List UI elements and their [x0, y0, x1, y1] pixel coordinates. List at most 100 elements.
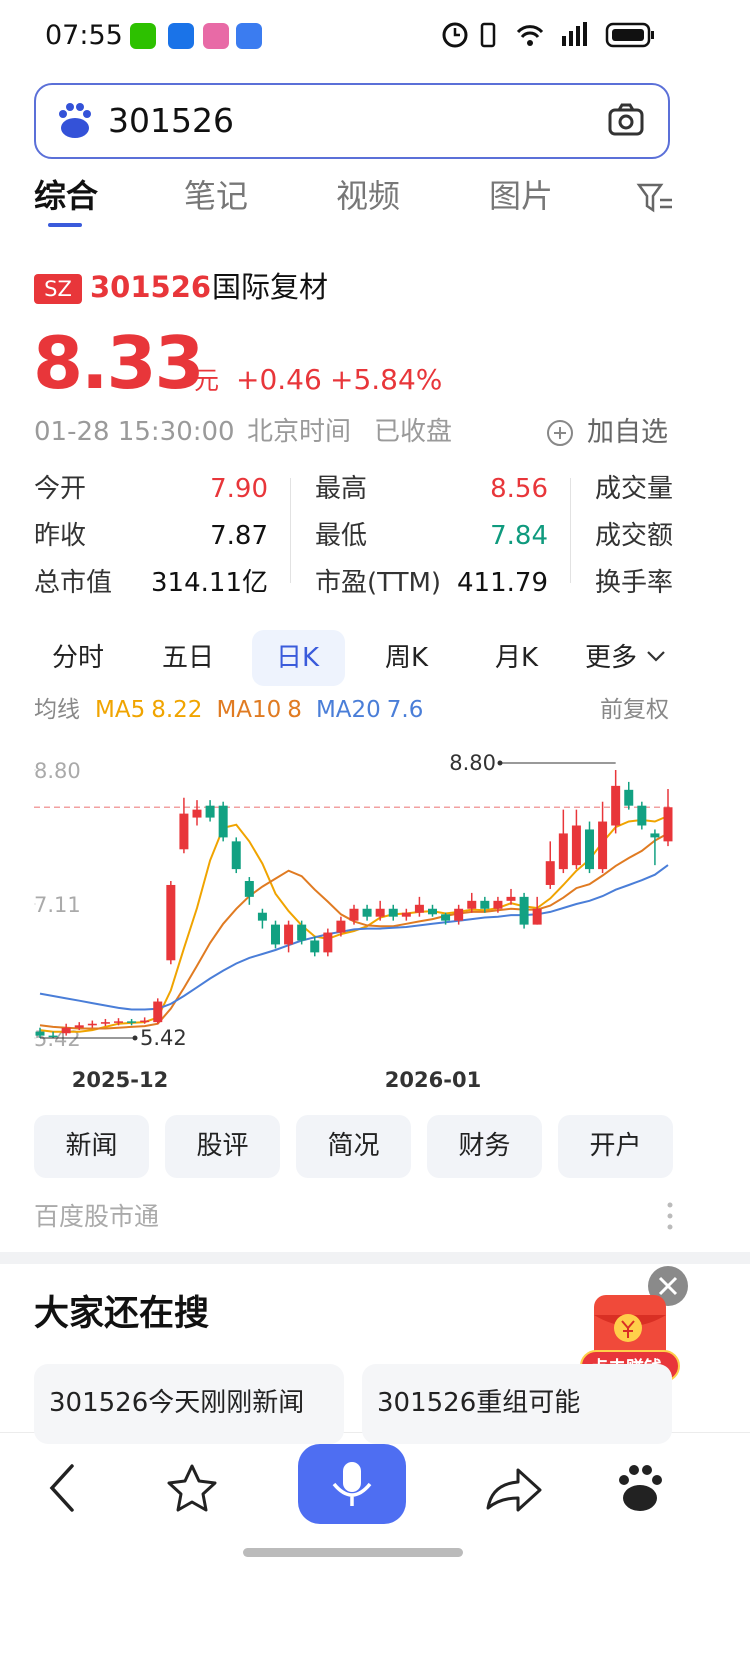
- chart-tab[interactable]: 日K: [276, 643, 320, 673]
- chart-tab[interactable]: 分时: [52, 643, 105, 673]
- candle-body: [205, 805, 215, 818]
- source-label: 百度股市通: [34, 1202, 160, 1231]
- action-button[interactable]: [427, 1115, 542, 1178]
- voice-button[interactable]: [298, 1444, 406, 1524]
- candle-body: [61, 1027, 71, 1034]
- low-dot: [132, 1035, 138, 1041]
- candle-body: [284, 924, 294, 945]
- candle-body: [349, 908, 359, 921]
- status-time: 07:55: [45, 20, 123, 51]
- candle-body: [323, 932, 333, 953]
- candle-body: [663, 807, 673, 842]
- candle-body: [297, 924, 307, 941]
- share-icon[interactable]: [486, 1468, 542, 1512]
- candle-body: [140, 1020, 150, 1023]
- more-chevron[interactable]: [645, 648, 667, 666]
- stat-label: 换手率: [595, 568, 674, 598]
- chart-tab[interactable]: 月K: [495, 643, 539, 673]
- status-app-icons: [130, 23, 262, 49]
- add-icon[interactable]: [546, 419, 576, 449]
- candle-body: [624, 789, 634, 806]
- stat-value: 7.90: [210, 474, 268, 504]
- x-tick-label: 2025-12: [72, 1068, 168, 1092]
- chart-tab[interactable]: 更多: [585, 643, 638, 673]
- candle-body: [87, 1023, 97, 1026]
- ma-line: [39, 864, 669, 1011]
- stats-divider: [570, 478, 571, 583]
- stat-label: 总市值: [34, 568, 113, 598]
- stat-label: 最高: [315, 474, 368, 504]
- candle-body: [467, 900, 477, 909]
- tab-underline: [48, 223, 82, 227]
- candle-body: [192, 809, 202, 818]
- legend-value: 8.22: [151, 697, 203, 723]
- candle-body: [127, 1021, 137, 1023]
- legend-value: 8: [287, 697, 302, 723]
- chart-tab[interactable]: 周K: [385, 643, 429, 673]
- quote-timezone: 北京时间: [247, 417, 352, 447]
- stat-label: 昨收: [34, 521, 87, 551]
- candle-body: [571, 825, 581, 866]
- candle-body: [166, 884, 176, 961]
- home-icon[interactable]: [619, 1465, 662, 1511]
- action-button[interactable]: [34, 1115, 149, 1178]
- related-card[interactable]: [34, 1364, 344, 1444]
- action-button[interactable]: [165, 1115, 280, 1178]
- tab[interactable]: 笔记: [184, 177, 249, 215]
- more-dots[interactable]: [664, 1200, 676, 1232]
- price-unit: 元: [194, 366, 220, 395]
- action-button[interactable]: [558, 1115, 673, 1178]
- adjust-mode[interactable]: 前复权: [600, 697, 669, 723]
- action-label[interactable]: 财务: [458, 1131, 511, 1161]
- candle-body: [218, 805, 228, 838]
- star-icon[interactable]: [167, 1464, 217, 1512]
- tab[interactable]: 视频: [336, 177, 401, 215]
- candle-body: [493, 900, 503, 909]
- candle-body: [114, 1021, 123, 1023]
- stat-label: 成交量: [595, 474, 674, 504]
- candle-body: [598, 821, 608, 870]
- camera-icon[interactable]: [607, 103, 645, 137]
- candle-body: [519, 896, 529, 925]
- tab[interactable]: 综合: [34, 177, 99, 215]
- nav-icons: [49, 1464, 662, 1512]
- search-box[interactable]: [34, 83, 670, 159]
- market-badge: SZ: [34, 274, 82, 304]
- action-label[interactable]: 开户: [589, 1131, 642, 1161]
- candle-body: [375, 908, 385, 917]
- stat-value: 314.11亿: [151, 568, 268, 598]
- action-label[interactable]: 股评: [196, 1131, 249, 1161]
- candle-body: [336, 920, 346, 933]
- action-label[interactable]: 新闻: [65, 1131, 118, 1161]
- action-label[interactable]: 简况: [327, 1131, 380, 1161]
- chart-tab[interactable]: 五日: [162, 643, 215, 673]
- action-button[interactable]: [296, 1115, 411, 1178]
- quote-status: 已收盘: [374, 417, 453, 447]
- back-icon[interactable]: [49, 1464, 74, 1512]
- price: 8.33: [33, 321, 205, 405]
- stock-code: 301526: [90, 270, 212, 304]
- add-watchlist[interactable]: 加自选: [587, 417, 668, 448]
- high-dot: [497, 760, 503, 766]
- candle-body: [585, 829, 594, 870]
- high-label: 8.80: [449, 751, 496, 775]
- low-label: 5.42: [140, 1026, 187, 1050]
- legend-value: 7.6: [386, 697, 424, 723]
- candle-body: [545, 861, 555, 885]
- related-text[interactable]: 301526今天刚刚新闻: [49, 1388, 305, 1418]
- stat-value: 7.87: [210, 521, 268, 551]
- candle-body: [179, 813, 189, 850]
- tab[interactable]: 图片: [489, 177, 554, 215]
- related-text[interactable]: 301526重组可能: [377, 1388, 581, 1418]
- related-card[interactable]: [362, 1364, 672, 1444]
- candle-body: [257, 912, 267, 921]
- search-query[interactable]: 301526: [108, 101, 234, 140]
- chart-tab-active-bg: [252, 630, 345, 686]
- candle-body: [611, 785, 621, 826]
- candle-body: [231, 841, 241, 870]
- filter-icon[interactable]: [636, 180, 676, 216]
- legend-name: MA20: [315, 697, 381, 723]
